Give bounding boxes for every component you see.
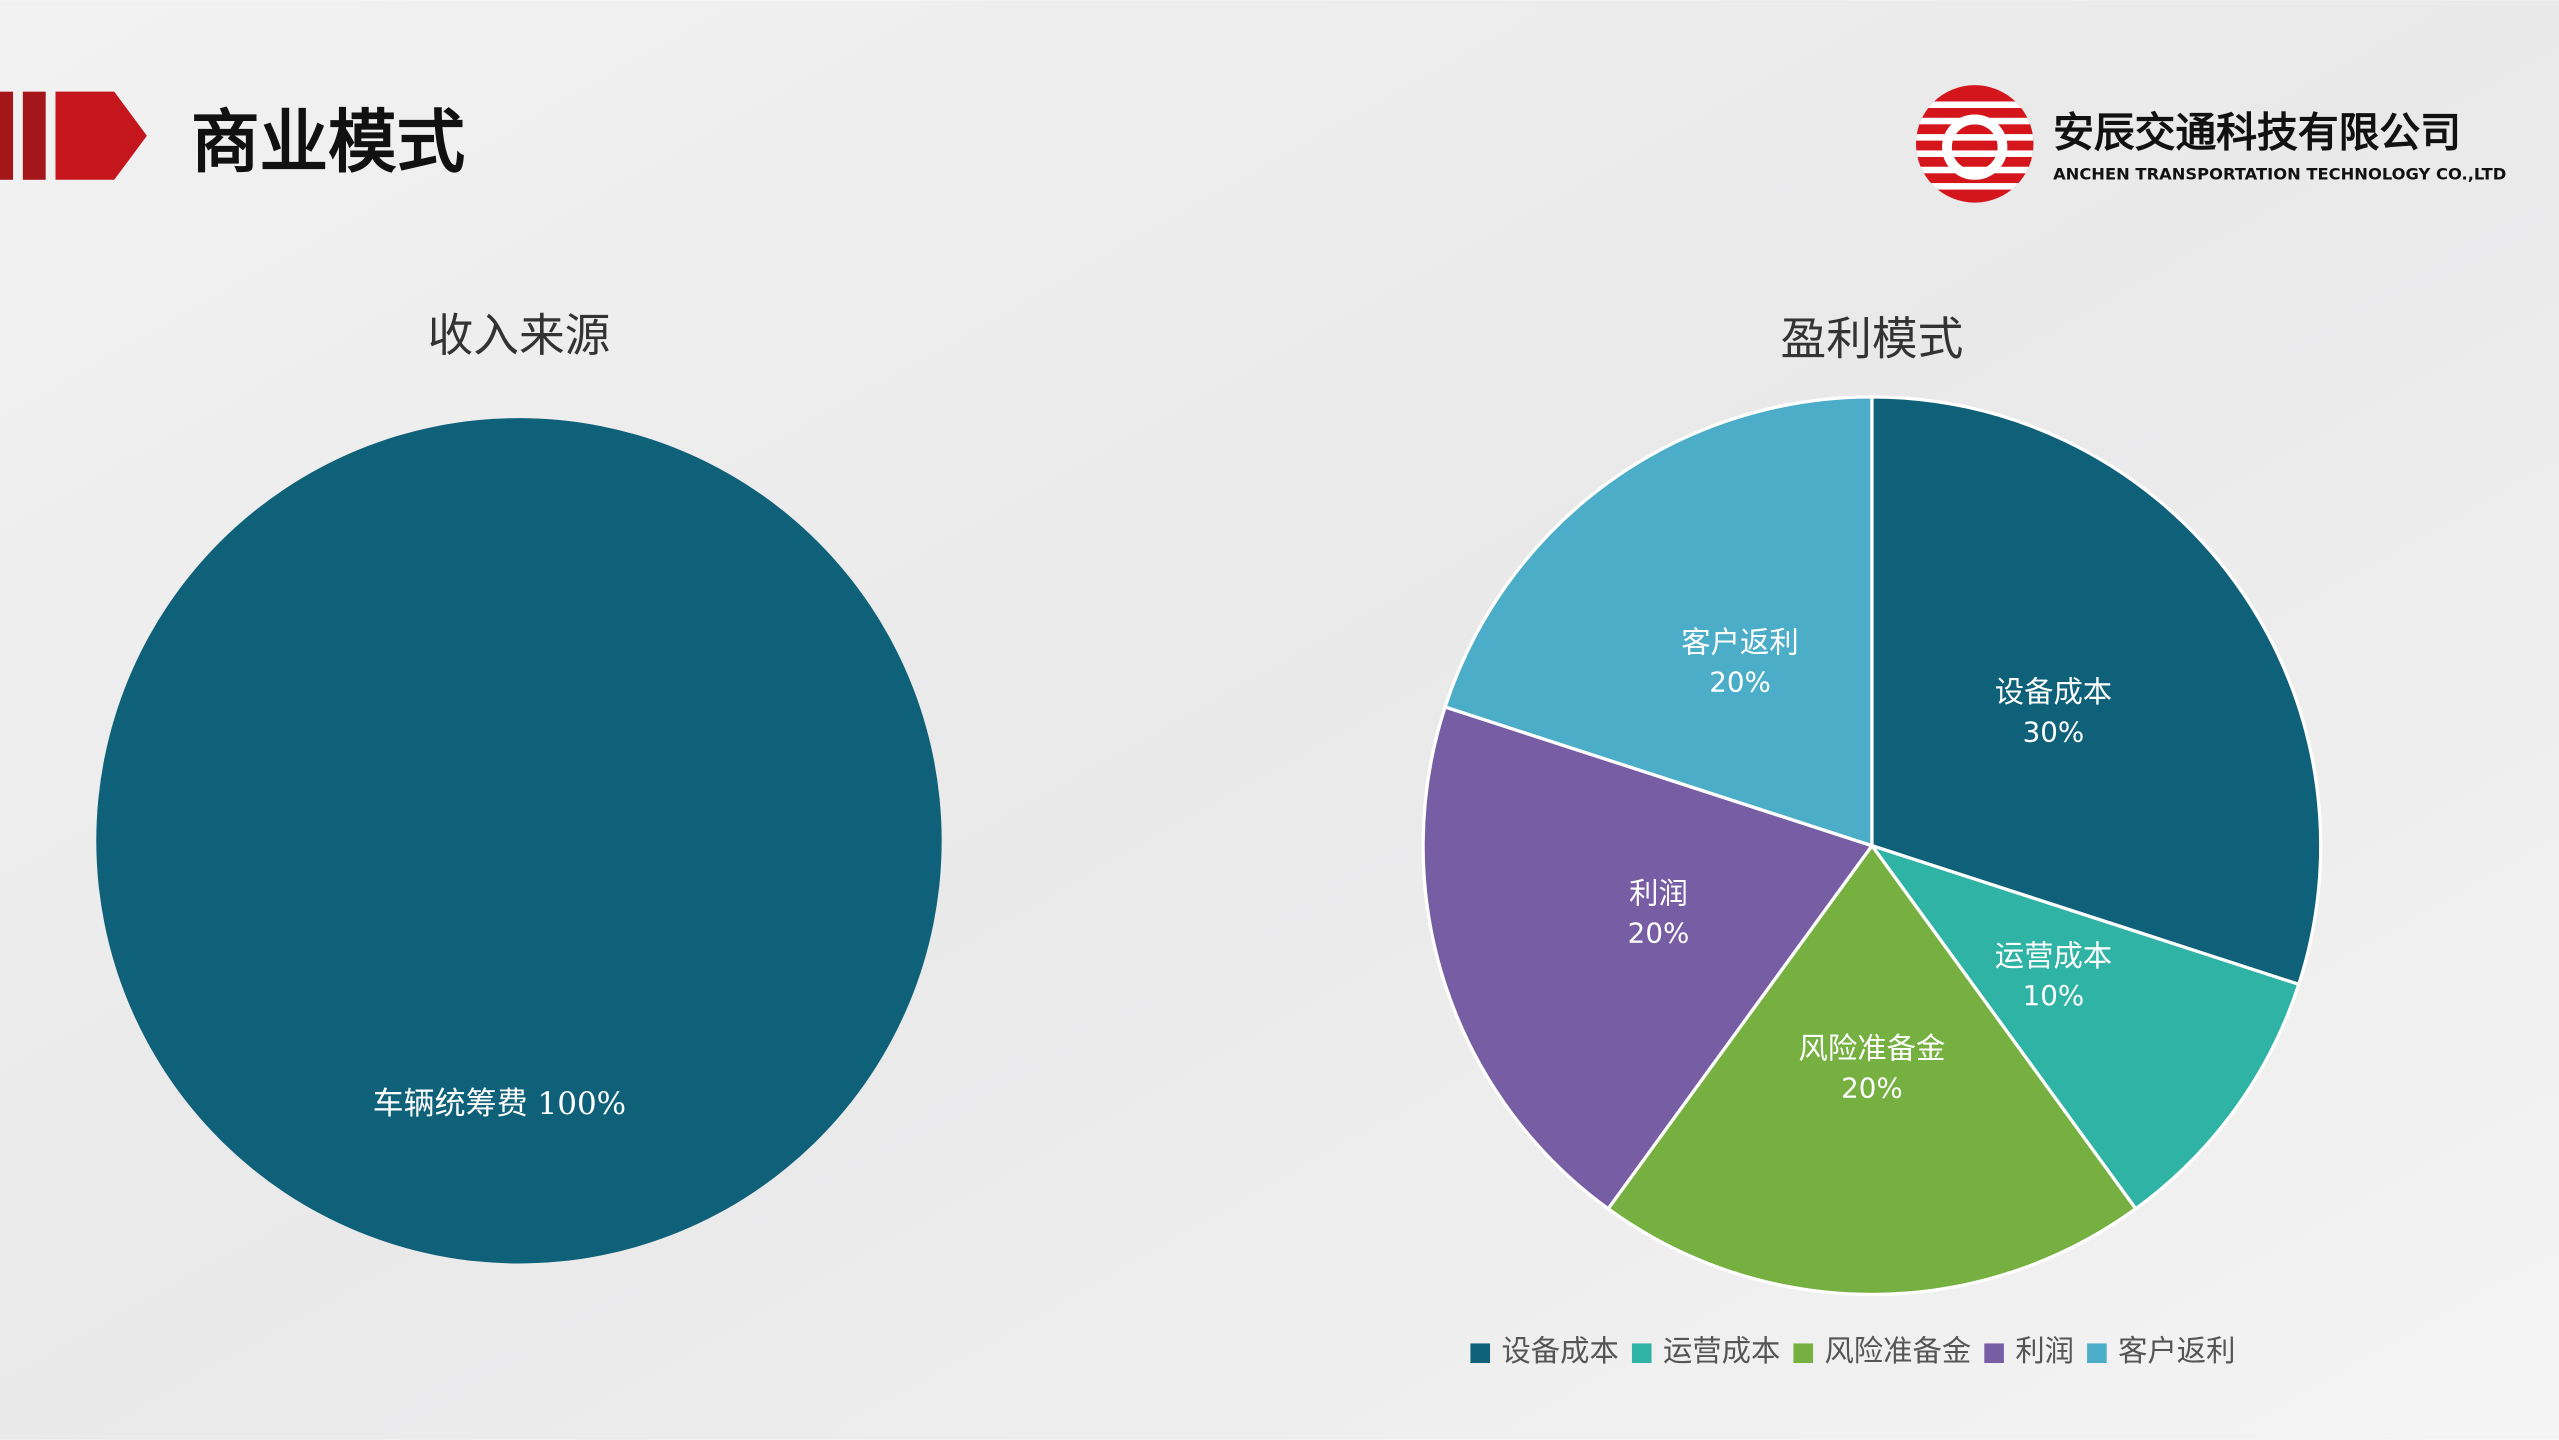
data-label-value: 20% xyxy=(1628,917,1690,950)
legend-label: 运营成本 xyxy=(1663,1334,1780,1368)
data-label-category: 设备成本 xyxy=(1995,675,2112,709)
data-label-value: 100% xyxy=(538,1086,627,1122)
chart-title: 收入来源 xyxy=(428,309,611,362)
legend-swatch xyxy=(1470,1343,1491,1364)
data-label-category: 风险准备金 xyxy=(1799,1031,1946,1065)
legend-swatch xyxy=(2087,1343,2107,1364)
pie-slice xyxy=(1421,704,1875,1212)
data-label-value: 20% xyxy=(1841,1072,1903,1105)
legend-swatch xyxy=(1793,1343,1814,1364)
pie-slice xyxy=(1605,842,2139,1297)
legend-label: 设备成本 xyxy=(1501,1334,1618,1368)
chart-title: 盈利模式 xyxy=(1781,313,1964,366)
legend-swatch xyxy=(1984,1343,2004,1364)
data-label-category: 运营成本 xyxy=(1995,939,2112,973)
legend-label: 风险准备金 xyxy=(1824,1334,1971,1368)
pie-slice xyxy=(1870,395,2323,987)
pie-slice xyxy=(1867,842,2301,1212)
pie-slice xyxy=(1443,395,1874,848)
data-label-category: 利润 xyxy=(1629,876,1688,910)
company-name: 安辰交通科技有限公司 xyxy=(2053,109,2461,157)
data-label-category: 车辆统筹费 xyxy=(373,1086,528,1122)
pie-slice xyxy=(96,418,942,1264)
data-label-value: 20% xyxy=(1709,666,1771,699)
legend-label: 客户返利 xyxy=(2118,1334,2235,1368)
company-name-en: ANCHEN TRANSPORTATION TECHNOLOGY CO.,LTD xyxy=(2053,164,2506,183)
legend-label: 利润 xyxy=(2015,1334,2074,1368)
data-label-value: 30% xyxy=(2023,715,2085,748)
legend-swatch xyxy=(1631,1343,1652,1364)
data-label-value: 10% xyxy=(2023,979,2085,1012)
page-title: 商业模式 xyxy=(191,103,465,183)
data-label: 车辆统筹费 100% xyxy=(373,1086,627,1122)
data-label-category: 客户返利 xyxy=(1681,626,1798,660)
header-mark xyxy=(0,91,147,180)
logo xyxy=(1915,85,2034,203)
